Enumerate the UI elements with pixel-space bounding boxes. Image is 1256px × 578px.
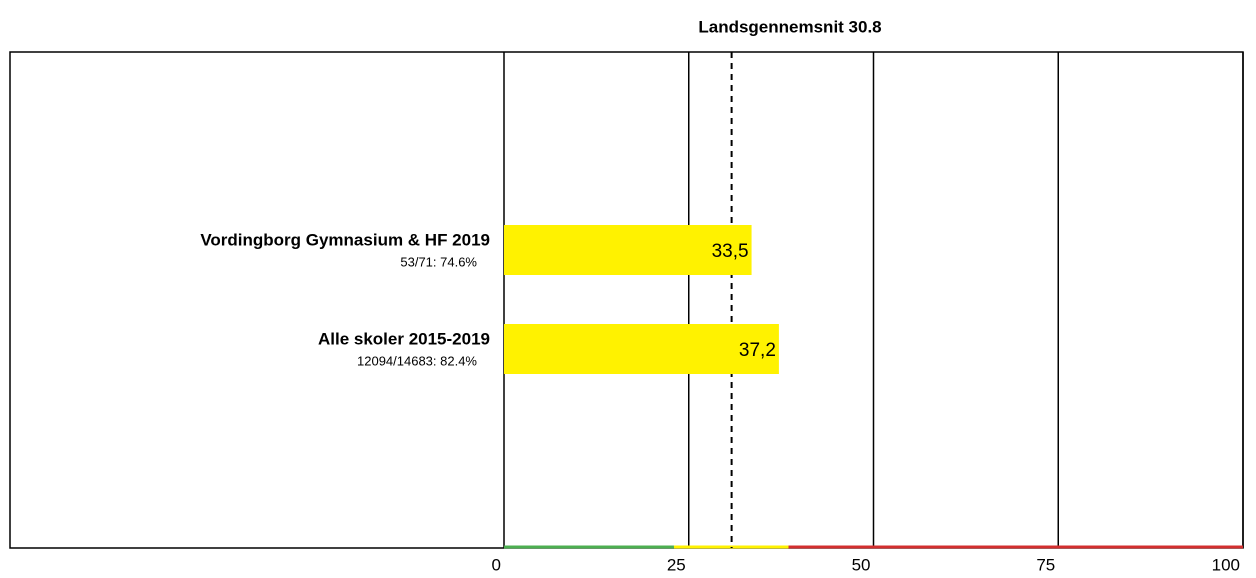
bar bbox=[504, 324, 779, 374]
x-tick-label: 100 bbox=[1212, 555, 1240, 574]
category-sublabel: 53/71: 74.6% bbox=[400, 254, 477, 269]
value-label: 37,2 bbox=[739, 340, 776, 361]
x-tick-label: 75 bbox=[1036, 555, 1055, 574]
chart-title: Landsgennemsnit 30.8 bbox=[698, 17, 881, 36]
category-label: Vordingborg Gymnasium & HF 2019 bbox=[200, 230, 490, 249]
category-label: Alle skoler 2015-2019 bbox=[318, 329, 490, 348]
bar bbox=[504, 225, 752, 275]
value-label: 33,5 bbox=[712, 241, 749, 262]
x-tick-label: 50 bbox=[852, 555, 871, 574]
category-sublabel: 12094/14683: 82.4% bbox=[357, 353, 477, 368]
x-tick-label: 0 bbox=[492, 555, 501, 574]
x-tick-label: 25 bbox=[667, 555, 686, 574]
